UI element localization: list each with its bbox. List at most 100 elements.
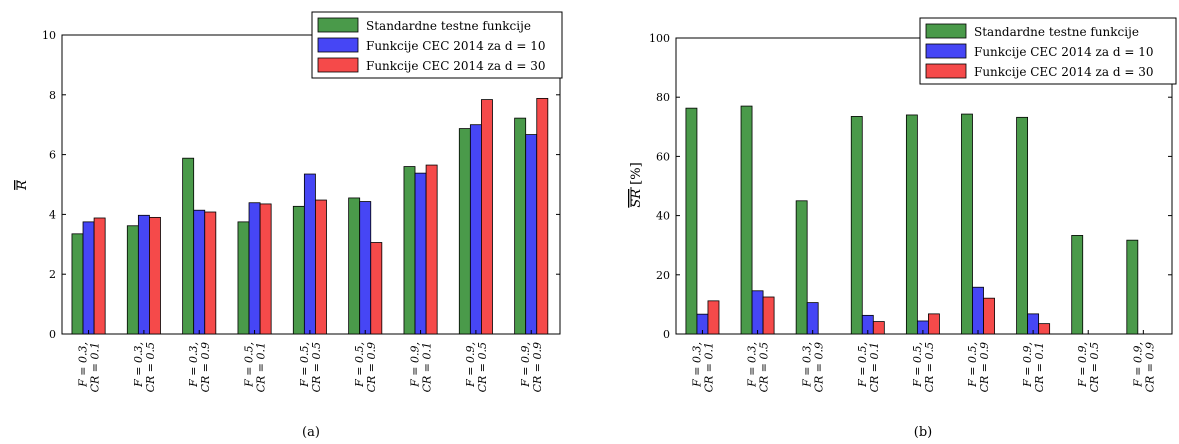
legend-swatch bbox=[317, 37, 359, 53]
y-tick-label: 80 bbox=[656, 91, 670, 104]
y-tick-label: 6 bbox=[49, 149, 56, 162]
legend-swatch bbox=[317, 17, 359, 33]
bar-standard bbox=[237, 221, 250, 335]
figure-caption: (a) bbox=[302, 425, 320, 440]
bar-cec-d30 bbox=[259, 203, 272, 335]
x-tick-label-line1: F = 0.5, bbox=[966, 342, 979, 388]
bar-cec-d30 bbox=[928, 313, 940, 335]
bar-standard bbox=[458, 128, 471, 335]
x-tick-label-line1: F = 0.9, bbox=[1076, 342, 1089, 388]
x-tick-label: F = 0.3,CR = 0.5 bbox=[746, 342, 771, 392]
legend-swatch bbox=[925, 23, 967, 39]
x-tick-label-line1: F = 0.3, bbox=[801, 342, 814, 388]
bar-standard bbox=[126, 225, 139, 335]
bar-standard bbox=[403, 166, 416, 335]
x-tick-label-line2: CR = 0.5 bbox=[144, 342, 157, 392]
x-tick-label: F = 0.5,CR = 0.5 bbox=[298, 342, 323, 392]
y-tick-label: 4 bbox=[49, 208, 56, 221]
bar-standard bbox=[348, 197, 361, 335]
x-tick-label: F = 0.3,CR = 0.9 bbox=[801, 342, 826, 392]
x-tick-label-line1: F = 0.5, bbox=[298, 342, 311, 388]
x-tick-label: F = 0.3,CR = 0.1 bbox=[77, 342, 102, 392]
bar-cec-d30 bbox=[93, 217, 106, 335]
y-tick-label: 40 bbox=[656, 210, 670, 223]
bar-standard bbox=[71, 233, 84, 335]
x-tick-label: F = 0.9,CR = 0.1 bbox=[409, 342, 434, 392]
y-tick-label: 8 bbox=[49, 89, 56, 102]
x-tick-label-line1: F = 0.9, bbox=[1021, 342, 1034, 388]
x-tick-label-line1: F = 0.5, bbox=[353, 342, 366, 388]
bar-cec-d10 bbox=[359, 201, 372, 335]
y-axis-label: SR [%] bbox=[629, 162, 644, 207]
bar-cec-d30 bbox=[149, 216, 161, 335]
y-tick-label: 0 bbox=[49, 328, 56, 341]
y-axis-label: R bbox=[15, 180, 30, 191]
bar-standard bbox=[685, 107, 698, 335]
bar-cec-d30 bbox=[315, 199, 327, 335]
x-tick-label-line1: F = 0.3, bbox=[132, 342, 145, 388]
bar-cec-d10 bbox=[248, 202, 261, 335]
x-tick-label: F = 0.9,CR = 0.5 bbox=[1076, 342, 1101, 392]
x-tick-label-line1: F = 0.9, bbox=[464, 342, 477, 388]
x-tick-label-line1: F = 0.5, bbox=[856, 342, 869, 388]
legend-swatch bbox=[925, 63, 967, 79]
x-tick-label: F = 0.5,CR = 0.1 bbox=[243, 342, 268, 392]
x-tick-label: F = 0.9,CR = 0.9 bbox=[519, 342, 544, 392]
bar-standard bbox=[795, 200, 808, 335]
y-tick-label: 10 bbox=[42, 29, 56, 42]
x-tick-label-line2: CR = 0.1 bbox=[868, 342, 881, 392]
bar-standard bbox=[292, 205, 305, 335]
x-tick-label-line2: CR = 0.1 bbox=[89, 342, 102, 392]
bar-cec-d30 bbox=[872, 321, 885, 335]
x-tick-label-line1: F = 0.5, bbox=[911, 342, 924, 388]
x-tick-label-line1: F = 0.5, bbox=[243, 342, 256, 388]
bar-cec-d30 bbox=[425, 164, 438, 335]
x-tick-label: F = 0.5,CR = 0.1 bbox=[856, 342, 881, 392]
bar-cec-d10 bbox=[414, 172, 427, 335]
bar-cec-d30 bbox=[983, 297, 995, 335]
x-tick-label-line2: CR = 0.9 bbox=[365, 342, 378, 392]
x-tick-label: F = 0.5,CR = 0.9 bbox=[966, 342, 991, 392]
x-tick-label-line1: F = 0.3, bbox=[690, 342, 703, 388]
bar-cec-d10 bbox=[469, 124, 482, 335]
x-tick-label-line2: CR = 0.5 bbox=[310, 342, 323, 392]
x-tick-label-line2: CR = 0.9 bbox=[531, 342, 544, 392]
legend-swatch bbox=[317, 57, 359, 73]
x-tick-label-line2: CR = 0.1 bbox=[702, 342, 715, 392]
x-tick-label-line2: CR = 0.9 bbox=[978, 342, 991, 392]
legend-entry: Funkcije CEC 2014 za d = 30 bbox=[366, 59, 545, 73]
x-tick-label-line2: CR = 0.5 bbox=[476, 342, 489, 392]
x-tick-label-line1: F = 0.3, bbox=[746, 342, 759, 388]
legend-entry: Funkcije CEC 2014 za d = 10 bbox=[366, 39, 545, 53]
legend-entry: Standardne testne funkcije bbox=[974, 25, 1139, 39]
x-tick-label: F = 0.9,CR = 0.5 bbox=[464, 342, 489, 392]
y-tick-label: 0 bbox=[663, 328, 670, 341]
x-tick-label-line2: CR = 0.9 bbox=[1143, 342, 1156, 392]
bar-standard bbox=[514, 117, 527, 335]
legend-entry: Funkcije CEC 2014 za d = 10 bbox=[974, 45, 1153, 59]
y-tick-label: 2 bbox=[49, 268, 56, 281]
bar-standard bbox=[1016, 116, 1029, 335]
x-tick-label-line1: F = 0.9, bbox=[409, 342, 422, 388]
bar-cec-d30 bbox=[370, 242, 383, 335]
x-tick-label-line1: F = 0.3, bbox=[187, 342, 200, 388]
x-tick-label: F = 0.9,CR = 0.1 bbox=[1021, 342, 1046, 392]
bar-cec-d10 bbox=[751, 290, 764, 335]
x-tick-label-line2: CR = 0.9 bbox=[813, 342, 826, 392]
bar-cec-d10 bbox=[972, 286, 984, 335]
x-tick-label-line2: CR = 0.1 bbox=[1033, 342, 1046, 392]
bar-cec-d10 bbox=[137, 214, 150, 335]
legend-swatch bbox=[925, 43, 967, 59]
bar-standard bbox=[182, 157, 195, 335]
bar-cec-d30 bbox=[1038, 323, 1051, 335]
legend-entry: Standardne testne funkcije bbox=[366, 19, 531, 33]
bar-standard bbox=[1126, 239, 1139, 335]
x-tick-label-line2: CR = 0.5 bbox=[1088, 342, 1101, 392]
bar-cec-d10 bbox=[303, 173, 316, 335]
bar-standard bbox=[905, 114, 918, 335]
bar-cec-d10 bbox=[806, 302, 819, 335]
x-tick-label-line1: F = 0.3, bbox=[77, 342, 90, 388]
